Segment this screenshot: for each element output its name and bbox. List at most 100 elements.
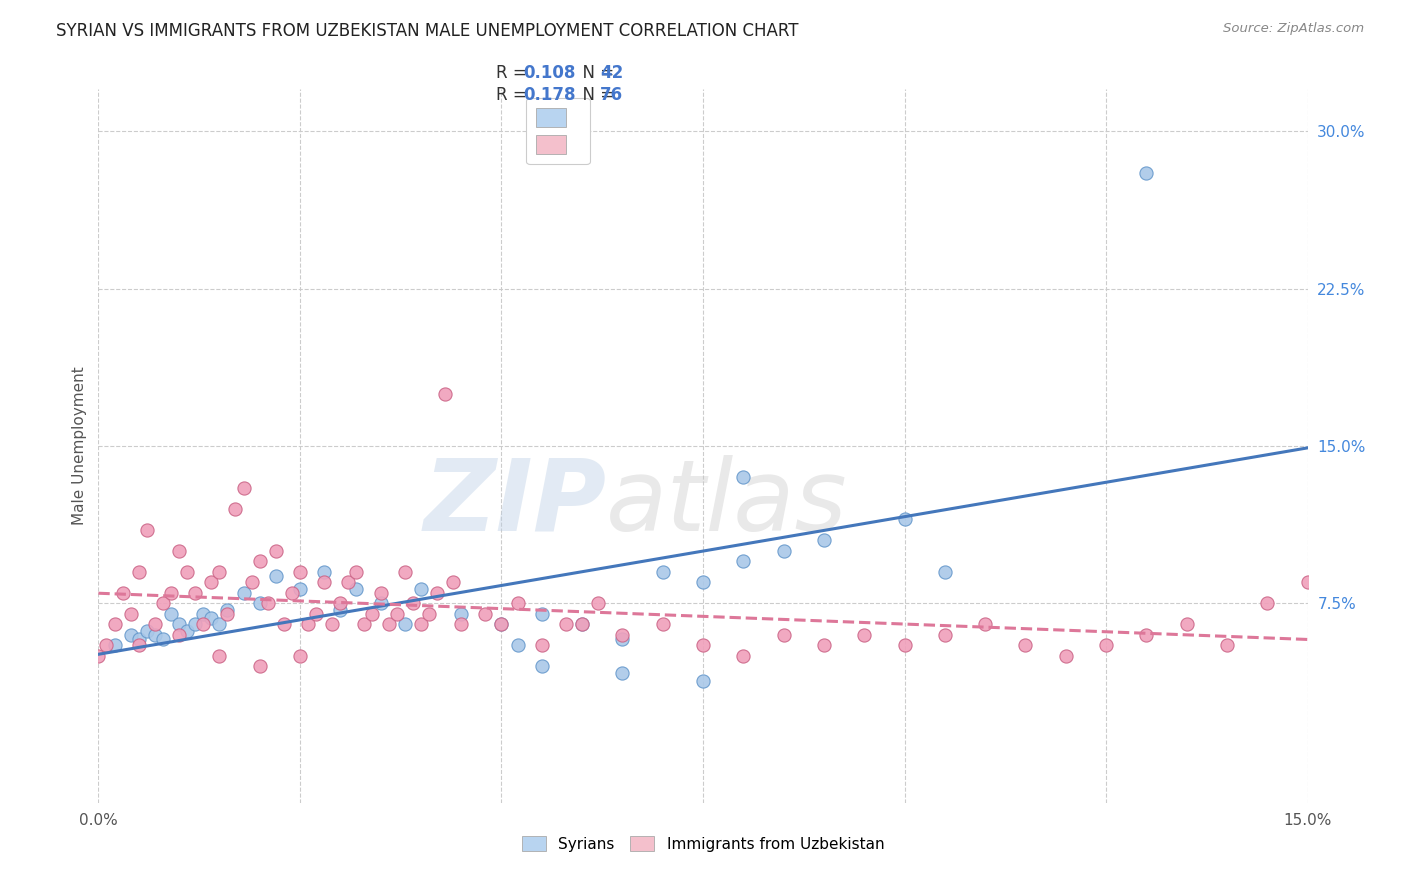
Point: [176, 565, 198, 579]
Point: [474, 607, 496, 621]
Point: [200, 575, 222, 590]
Point: [314, 565, 336, 579]
Point: [813, 639, 835, 653]
Text: Source: ZipAtlas.com: Source: ZipAtlas.com: [1223, 22, 1364, 36]
Point: [321, 617, 343, 632]
Point: [200, 611, 222, 625]
Point: [297, 617, 319, 632]
Text: 0.108: 0.108: [523, 64, 575, 82]
Point: [288, 565, 311, 579]
Point: [249, 596, 271, 610]
Point: [208, 617, 231, 632]
Point: [288, 582, 311, 596]
Point: [813, 533, 835, 548]
Text: N =: N =: [572, 64, 620, 82]
Point: [394, 565, 416, 579]
Point: [450, 617, 472, 632]
Point: [217, 603, 239, 617]
Point: [281, 586, 304, 600]
Point: [733, 554, 755, 568]
Legend: Syrians, Immigrants from Uzbekistan: Syrians, Immigrants from Uzbekistan: [515, 828, 891, 859]
Point: [934, 565, 956, 579]
Point: [329, 596, 352, 610]
Point: [651, 565, 673, 579]
Point: [530, 639, 553, 653]
Point: [193, 607, 215, 621]
Point: [193, 617, 215, 632]
Point: [143, 628, 166, 642]
Point: [692, 575, 714, 590]
Text: ZIP: ZIP: [423, 455, 606, 551]
Point: [344, 582, 367, 596]
Point: [893, 639, 915, 653]
Point: [337, 575, 360, 590]
Point: [305, 607, 328, 621]
Point: [586, 596, 609, 610]
Text: atlas: atlas: [606, 455, 848, 551]
Point: [135, 523, 157, 537]
Point: [409, 582, 432, 596]
Point: [128, 632, 150, 646]
Point: [353, 617, 375, 632]
Point: [434, 386, 457, 401]
Point: [135, 624, 157, 638]
Point: [361, 607, 384, 621]
Point: [240, 575, 263, 590]
Point: [506, 596, 529, 610]
Point: [934, 628, 956, 642]
Point: [370, 596, 392, 610]
Point: [111, 586, 134, 600]
Text: N =: N =: [572, 87, 620, 104]
Point: [394, 617, 416, 632]
Point: [612, 628, 634, 642]
Point: [167, 628, 190, 642]
Point: [160, 607, 183, 621]
Point: [232, 586, 254, 600]
Point: [530, 659, 553, 673]
Point: [128, 639, 150, 653]
Text: 76: 76: [600, 87, 623, 104]
Point: [402, 596, 425, 610]
Point: [152, 596, 174, 610]
Point: [1216, 639, 1239, 653]
Point: [441, 575, 464, 590]
Point: [772, 544, 794, 558]
Text: 42: 42: [600, 64, 624, 82]
Point: [506, 639, 529, 653]
Point: [120, 607, 142, 621]
Point: [264, 544, 287, 558]
Point: [96, 639, 118, 653]
Point: [692, 639, 714, 653]
Point: [152, 632, 174, 646]
Point: [893, 512, 915, 526]
Point: [103, 617, 125, 632]
Point: [128, 565, 150, 579]
Text: 0.178: 0.178: [523, 87, 575, 104]
Point: [853, 628, 876, 642]
Point: [167, 544, 190, 558]
Point: [555, 617, 578, 632]
Text: SYRIAN VS IMMIGRANTS FROM UZBEKISTAN MALE UNEMPLOYMENT CORRELATION CHART: SYRIAN VS IMMIGRANTS FROM UZBEKISTAN MAL…: [56, 22, 799, 40]
Point: [256, 596, 278, 610]
Point: [418, 607, 440, 621]
Point: [1175, 617, 1198, 632]
Point: [1296, 575, 1319, 590]
Point: [314, 575, 336, 590]
Point: [426, 586, 449, 600]
Point: [288, 648, 311, 663]
Point: [167, 617, 190, 632]
Point: [329, 603, 352, 617]
Y-axis label: Male Unemployment: Male Unemployment: [72, 367, 87, 525]
Point: [143, 617, 166, 632]
Point: [208, 648, 231, 663]
Point: [651, 617, 673, 632]
Point: [385, 607, 408, 621]
Point: [530, 607, 553, 621]
Point: [491, 617, 513, 632]
Point: [409, 617, 432, 632]
Point: [249, 659, 271, 673]
Point: [224, 502, 246, 516]
Point: [1256, 596, 1278, 610]
Point: [273, 617, 295, 632]
Point: [232, 481, 254, 495]
